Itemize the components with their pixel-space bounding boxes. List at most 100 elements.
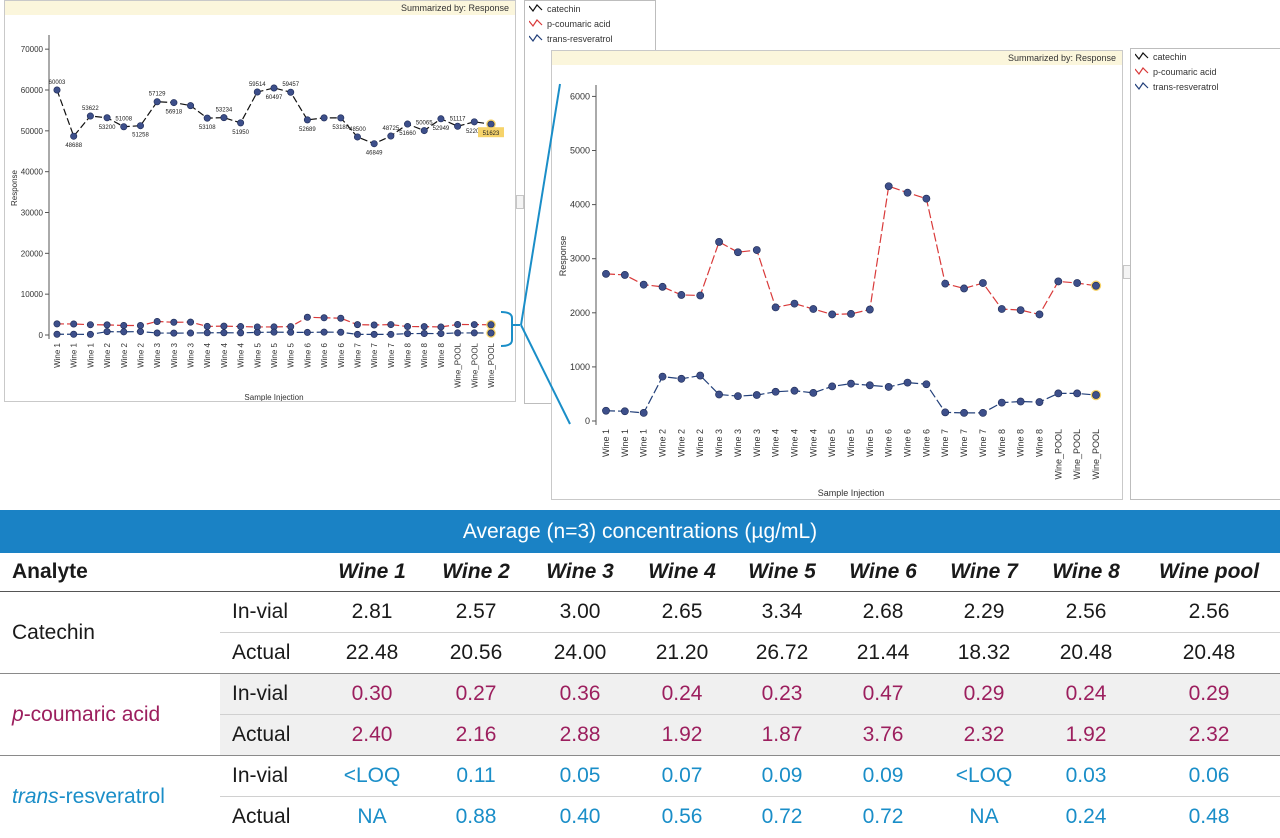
table-cell: 0.11 bbox=[424, 755, 529, 797]
data-point bbox=[53, 86, 61, 94]
data-point bbox=[220, 114, 228, 122]
y-tick-label: 20000 bbox=[21, 249, 44, 258]
data-point bbox=[979, 279, 987, 287]
data-point bbox=[253, 328, 261, 336]
x-tick-label: Wine 3 bbox=[187, 342, 196, 367]
x-tick-label: Wine 2 bbox=[695, 429, 705, 457]
data-point bbox=[303, 116, 311, 124]
data-point bbox=[136, 322, 144, 330]
data-point bbox=[884, 383, 893, 391]
table-row: Actual 2.40 2.16 2.88 1.92 1.87 3.76 2.32 1.92 2.… bbox=[0, 714, 1280, 756]
data-point bbox=[404, 120, 412, 128]
data-point bbox=[658, 282, 667, 291]
data-point bbox=[353, 330, 361, 338]
panel-splitter-left[interactable] bbox=[516, 195, 524, 209]
x-tick-label: Wine 4 bbox=[771, 429, 781, 457]
data-point bbox=[136, 328, 144, 336]
data-point bbox=[303, 328, 311, 336]
data-point bbox=[203, 114, 211, 122]
legend-label-catechin: catechin bbox=[547, 3, 581, 14]
x-tick-label: Wine 5 bbox=[865, 429, 875, 457]
x-tick-label: Wine 7 bbox=[370, 342, 379, 367]
data-point bbox=[170, 329, 178, 337]
data-point bbox=[237, 323, 245, 331]
x-tick-label: Wine 5 bbox=[827, 429, 837, 457]
data-label: 48725 bbox=[383, 126, 400, 132]
table-cell: 0.09 bbox=[732, 755, 833, 797]
data-point bbox=[639, 280, 648, 289]
data-point bbox=[237, 119, 245, 127]
table-cell: NA bbox=[934, 796, 1035, 837]
data-label: 51258 bbox=[132, 133, 149, 139]
zoom-legend-label-catechin: catechin bbox=[1153, 51, 1187, 62]
table-cell: 0.23 bbox=[732, 673, 833, 715]
data-point bbox=[790, 386, 799, 395]
data-point bbox=[752, 391, 761, 399]
data-point bbox=[86, 330, 94, 338]
data-label: 51950 bbox=[232, 130, 249, 136]
data-label: 51008 bbox=[115, 117, 132, 123]
data-point bbox=[884, 182, 893, 191]
x-tick-label: Wine 8 bbox=[420, 342, 429, 367]
y-tick-label: 60000 bbox=[21, 86, 44, 95]
data-point bbox=[1073, 389, 1082, 398]
table-cell: 3.34 bbox=[732, 591, 833, 633]
x-tick-label: Wine 2 bbox=[103, 342, 112, 367]
data-point bbox=[979, 408, 987, 417]
data-point bbox=[903, 188, 912, 197]
legend-item-catechin[interactable]: catechin bbox=[525, 1, 655, 16]
table-cell: 0.27 bbox=[424, 673, 529, 715]
data-label: 51623 bbox=[483, 131, 500, 137]
table-cell: <LOQ bbox=[934, 755, 1035, 797]
y-tick-label: 6000 bbox=[570, 91, 590, 101]
table-cell: 24.00 bbox=[528, 632, 633, 674]
table-cell: 2.57 bbox=[424, 591, 529, 633]
table-cell: 20.48 bbox=[1034, 632, 1139, 674]
data-point bbox=[387, 321, 395, 329]
data-label: 48500 bbox=[349, 127, 366, 133]
data-point bbox=[470, 329, 478, 337]
data-point bbox=[370, 140, 378, 148]
zoom-legend-item-catechin[interactable]: catechin bbox=[1131, 49, 1280, 64]
data-point bbox=[847, 379, 855, 388]
data-point bbox=[370, 321, 378, 329]
col-header: Wine pool bbox=[1138, 553, 1280, 592]
data-point bbox=[454, 329, 462, 337]
y-tick-label: 2000 bbox=[570, 308, 590, 318]
x-tick-label: Wine 1 bbox=[601, 429, 611, 457]
legend-item-pcoumaric[interactable]: p-coumaric acid bbox=[525, 16, 655, 31]
data-point bbox=[696, 371, 705, 380]
data-point bbox=[1092, 391, 1100, 399]
data-point bbox=[809, 388, 818, 397]
data-point bbox=[960, 284, 968, 293]
table-row: trans-resveratrol In-vial <LOQ 0.11 0.05 0.07… bbox=[0, 755, 1280, 837]
data-point bbox=[153, 98, 161, 106]
data-point bbox=[658, 372, 667, 381]
table-row: p-coumaric acid In-vial 0.30 0.27 0.36 0.24 0.… bbox=[0, 673, 1280, 756]
x-tick-label: Wine 6 bbox=[921, 429, 931, 457]
table-cell: 0.24 bbox=[632, 673, 733, 715]
data-point bbox=[153, 317, 161, 325]
table-cell: 0.47 bbox=[832, 673, 935, 715]
data-point bbox=[103, 114, 111, 122]
col-header: Wine 6 bbox=[832, 553, 935, 592]
zoom-legend-item-pcoumaric[interactable]: p-coumaric acid bbox=[1131, 64, 1280, 79]
x-tick-label: Wine 1 bbox=[70, 342, 79, 367]
data-point bbox=[677, 374, 686, 383]
x-tick-label: Wine 6 bbox=[320, 342, 329, 367]
legend-item-resveratrol[interactable]: trans-resveratrol bbox=[525, 31, 655, 46]
x-tick-label: Wine 2 bbox=[658, 429, 668, 457]
data-point bbox=[103, 321, 111, 329]
pcoumaric-line-icon bbox=[529, 19, 543, 28]
data-point bbox=[790, 299, 799, 308]
data-label: 60003 bbox=[49, 80, 66, 86]
data-label: 52689 bbox=[299, 127, 316, 133]
zoom-legend-item-resveratrol[interactable]: trans-resveratrol bbox=[1131, 79, 1280, 94]
x-tick-label: Wine 3 bbox=[153, 342, 162, 367]
x-tick-label: Wine 3 bbox=[170, 342, 179, 367]
x-tick-label: Wine 4 bbox=[789, 429, 799, 457]
data-point bbox=[1035, 398, 1044, 406]
x-tick-label: Wine 1 bbox=[620, 429, 630, 457]
data-point bbox=[454, 320, 462, 328]
data-label: 52949 bbox=[433, 126, 450, 132]
